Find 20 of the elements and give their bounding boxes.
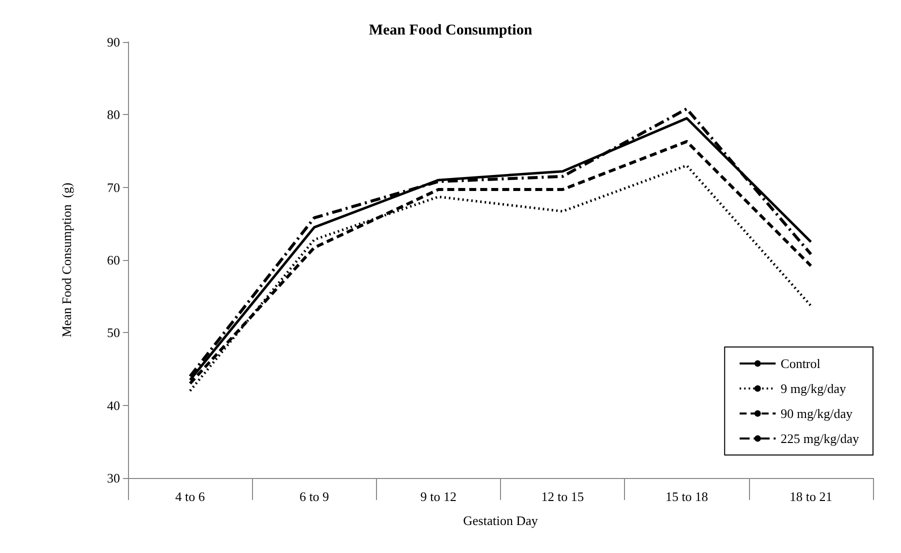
x-tick-label: 4 to 6 bbox=[175, 489, 206, 504]
y-tick-label: 50 bbox=[107, 325, 120, 340]
y-tick-label: 90 bbox=[107, 34, 120, 50]
x-tick-label: 18 to 21 bbox=[790, 489, 832, 504]
y-tick-label: 30 bbox=[107, 470, 120, 486]
legend-label: 225 mg/kg/day bbox=[780, 431, 860, 446]
y-axis-title: Mean Food Consumption (g) bbox=[59, 182, 74, 338]
y-tick-label: 70 bbox=[107, 180, 120, 195]
x-axis-title: Gestation Day bbox=[463, 513, 538, 528]
chart-title: Mean Food Consumption bbox=[368, 22, 533, 38]
x-tick-label: 15 to 18 bbox=[665, 489, 708, 504]
y-tick-label: 60 bbox=[107, 252, 120, 268]
x-tick-label: 9 to 12 bbox=[420, 489, 456, 504]
y-tick-label: 40 bbox=[107, 398, 120, 413]
legend-label: 9 mg/kg/day bbox=[780, 381, 846, 396]
legend-label: 90 mg/kg/day bbox=[780, 406, 853, 421]
x-tick-label: 6 to 9 bbox=[299, 489, 330, 504]
x-tick-label: 12 to 15 bbox=[541, 489, 584, 504]
y-tick-label: 80 bbox=[107, 107, 120, 122]
legend-label: Control bbox=[780, 356, 821, 371]
